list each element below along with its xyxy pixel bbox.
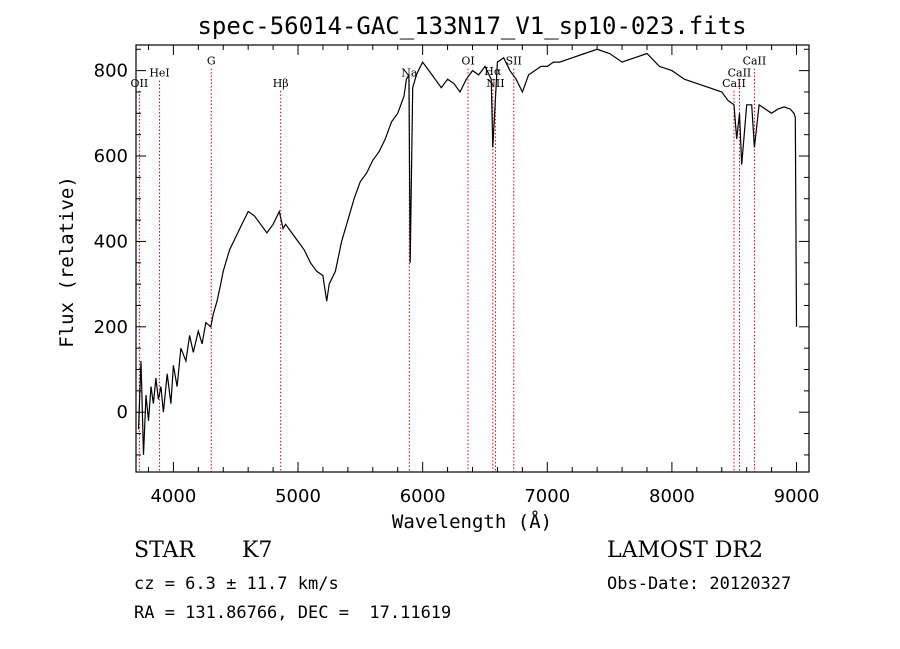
x-tick-label: 4000 [150, 486, 196, 507]
line-marker-label: CaII [728, 67, 752, 80]
x-tick-label: 7000 [524, 486, 570, 507]
line-marker-label: CaII [743, 55, 767, 68]
line-marker-label: Hβ [273, 77, 289, 90]
object-class: STAR [134, 538, 195, 563]
x-tick-label: 5000 [275, 486, 321, 507]
y-tick-label: 400 [94, 231, 128, 252]
x-tick-label: 9000 [774, 486, 820, 507]
x-axis-ticks: 4000 5000 6000 7000 8000 9000 [147, 45, 820, 507]
line-marker-label: OI [461, 55, 474, 68]
y-tick-label: 0 [117, 402, 128, 423]
y-axis-ticks: 0 200 400 600 800 [94, 48, 809, 456]
y-tick-label: 200 [94, 317, 128, 338]
line-marker-label: OII [131, 77, 149, 90]
line-marker-label: Na [401, 67, 418, 80]
survey-name: LAMOST DR2 [607, 538, 763, 563]
y-tick-label: 600 [94, 146, 128, 167]
coordinates-readout: RA = 131.86766, DEC = 17.11619 [134, 603, 452, 623]
chart-title: spec-56014-GAC_133N17_V1_sp10-023.fits [197, 12, 746, 40]
redshift-readout: cz = 6.3 ± 11.7 km/s [134, 574, 339, 594]
x-axis-label: Wavelength (Å) [392, 510, 552, 533]
x-tick-label: 8000 [649, 486, 695, 507]
spectrum-line [137, 48, 798, 455]
line-marker-label: SII [506, 55, 522, 68]
line-marker-label: CaII [722, 77, 746, 90]
line-marker-label: G [207, 55, 216, 68]
y-axis-label: Flux (relative) [56, 176, 78, 348]
observation-date: Obs-Date: 20120327 [607, 574, 792, 594]
y-tick-label: 800 [94, 61, 128, 82]
plot-frame [135, 44, 810, 473]
x-tick-label: 6000 [400, 486, 446, 507]
object-subclass: K7 [242, 538, 273, 563]
line-marker-label: HeI [149, 67, 169, 80]
